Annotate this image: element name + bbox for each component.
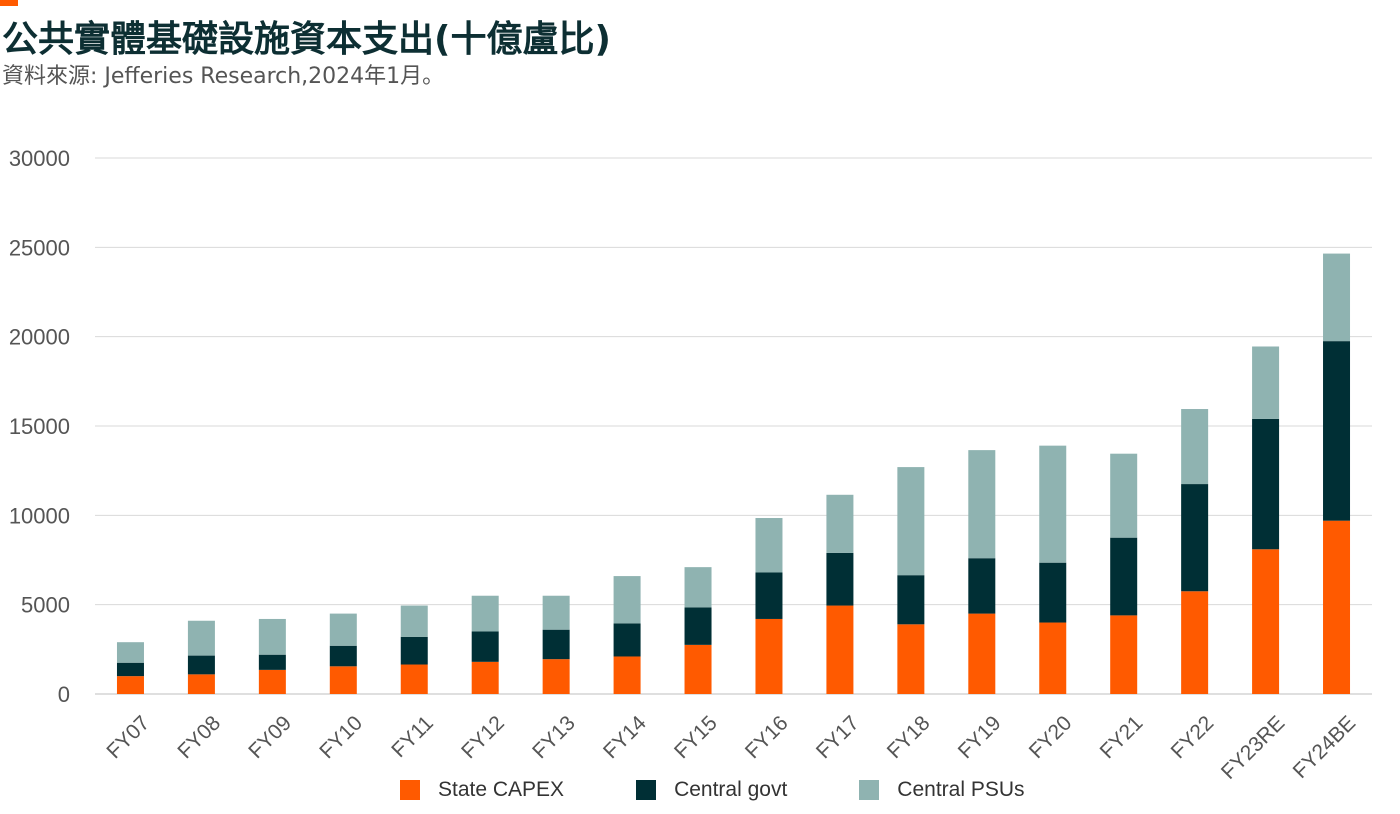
chart-source: 資料來源: Jefferies Research,2024年1月。 xyxy=(2,64,445,89)
x-tick-label: FY21 xyxy=(1096,711,1148,763)
bar-segment-state-capex xyxy=(968,613,996,694)
bar-segment-central-govt xyxy=(897,575,925,625)
bar-segment-central-govt xyxy=(613,623,641,657)
y-tick-label: 5000 xyxy=(21,593,70,618)
legend-item-state-capex: State CAPEX xyxy=(400,778,564,802)
x-tick-label: FY15 xyxy=(670,711,722,763)
bar-segment-central-psus xyxy=(400,605,428,637)
bar-segment-central-psus xyxy=(1181,409,1209,485)
bar-segment-state-capex xyxy=(1323,520,1351,694)
bar-segment-state-capex xyxy=(1039,622,1067,694)
x-tick-label: FY08 xyxy=(173,711,225,763)
bar-segment-central-govt xyxy=(968,558,996,614)
legend-label-state-capex: State CAPEX xyxy=(438,778,565,801)
bar-segment-state-capex xyxy=(826,605,854,694)
bar-segment-central-govt xyxy=(471,631,499,662)
bar-segment-central-psus xyxy=(258,618,286,655)
x-tick-label: FY11 xyxy=(387,711,438,762)
legend-item-central-psus: Central PSUs xyxy=(859,778,1025,802)
x-tick-label: FY18 xyxy=(883,711,935,763)
bar-segment-central-psus xyxy=(116,642,144,663)
bar-segment-central-govt xyxy=(258,654,286,670)
legend-swatch-state-capex xyxy=(400,780,420,800)
x-tick-label: FY16 xyxy=(741,711,793,763)
bar-segment-central-govt xyxy=(1039,562,1067,623)
bar-segment-central-psus xyxy=(1110,453,1138,538)
bar-segment-state-capex xyxy=(1252,549,1280,694)
bar-segment-state-capex xyxy=(613,656,641,694)
bar-segment-central-govt xyxy=(187,655,215,675)
bar-segment-central-psus xyxy=(187,620,215,656)
bar-segment-central-govt xyxy=(684,607,712,645)
bar-segment-state-capex xyxy=(1181,591,1209,694)
x-tick-label: FY13 xyxy=(528,711,580,763)
x-tick-label: FY24BE xyxy=(1289,711,1361,783)
chart-title: 公共實體基礎設施資本支出(十億盧比) xyxy=(2,19,611,60)
accent-bar xyxy=(0,0,18,6)
x-tick-label: FY07 xyxy=(102,711,154,763)
bar-segment-central-psus xyxy=(613,576,641,624)
bar-segment-state-capex xyxy=(116,676,144,694)
bar-segment-central-psus xyxy=(471,595,499,632)
bar-segment-state-capex xyxy=(542,659,570,694)
bar-segment-central-psus xyxy=(1323,253,1351,342)
bar-segment-state-capex xyxy=(1110,615,1138,694)
x-tick-label: FY14 xyxy=(599,711,651,763)
x-tick-label: FY22 xyxy=(1167,711,1219,763)
bar-segment-central-psus xyxy=(542,595,570,630)
bar-segment-central-govt xyxy=(755,572,783,619)
bar-segment-central-govt xyxy=(400,636,428,665)
bar-segment-central-psus xyxy=(684,567,712,608)
legend-swatch-central-psus xyxy=(859,780,880,800)
chart-legend: State CAPEX Central govt Central PSUs xyxy=(400,772,1097,808)
bar-segment-central-psus xyxy=(826,494,854,553)
bar-segment-state-capex xyxy=(329,666,357,694)
bar-segment-central-govt xyxy=(1323,341,1351,521)
y-tick-label: 20000 xyxy=(9,325,70,350)
bar-segment-central-psus xyxy=(897,467,925,576)
bar-segment-state-capex xyxy=(258,669,286,694)
bar-segment-central-psus xyxy=(968,450,996,559)
legend-label-central-govt: Central govt xyxy=(674,778,788,801)
y-tick-label: 15000 xyxy=(9,414,70,439)
bar-segment-central-psus xyxy=(755,518,783,573)
x-tick-label: FY20 xyxy=(1025,711,1077,763)
bar-segment-central-psus xyxy=(1252,346,1280,419)
legend-swatch-central-govt xyxy=(636,780,657,800)
bar-segment-central-govt xyxy=(1181,484,1209,592)
bar-segment-central-psus xyxy=(329,613,357,646)
legend-label-central-psus: Central PSUs xyxy=(897,778,1025,801)
bar-segment-central-govt xyxy=(542,629,570,660)
x-tick-label: FY23RE xyxy=(1217,711,1289,783)
y-tick-label: 0 xyxy=(58,682,70,707)
bar-segment-central-govt xyxy=(1252,418,1280,550)
bar-segment-state-capex xyxy=(471,661,499,694)
x-tick-label: FY17 xyxy=(812,711,864,763)
legend-item-central-govt: Central govt xyxy=(636,778,787,802)
x-tick-label: FY09 xyxy=(244,711,296,763)
y-tick-label: 25000 xyxy=(9,235,70,260)
x-tick-label: FY10 xyxy=(315,711,367,763)
bar-segment-state-capex xyxy=(897,624,925,694)
bar-segment-state-capex xyxy=(400,664,428,694)
bar-segment-state-capex xyxy=(755,618,783,694)
x-tick-label: FY19 xyxy=(954,711,1006,763)
bar-segment-state-capex xyxy=(187,674,215,694)
y-tick-label: 30000 xyxy=(9,146,70,171)
bar-segment-central-govt xyxy=(826,552,854,606)
bar-segment-state-capex xyxy=(684,644,712,694)
x-tick-label: FY12 xyxy=(457,711,509,763)
y-tick-label: 10000 xyxy=(9,503,70,528)
bar-segment-central-psus xyxy=(1039,445,1067,563)
bar-segment-central-govt xyxy=(1110,537,1138,616)
bar-segment-central-govt xyxy=(116,662,144,677)
bar-segment-central-govt xyxy=(329,645,357,667)
